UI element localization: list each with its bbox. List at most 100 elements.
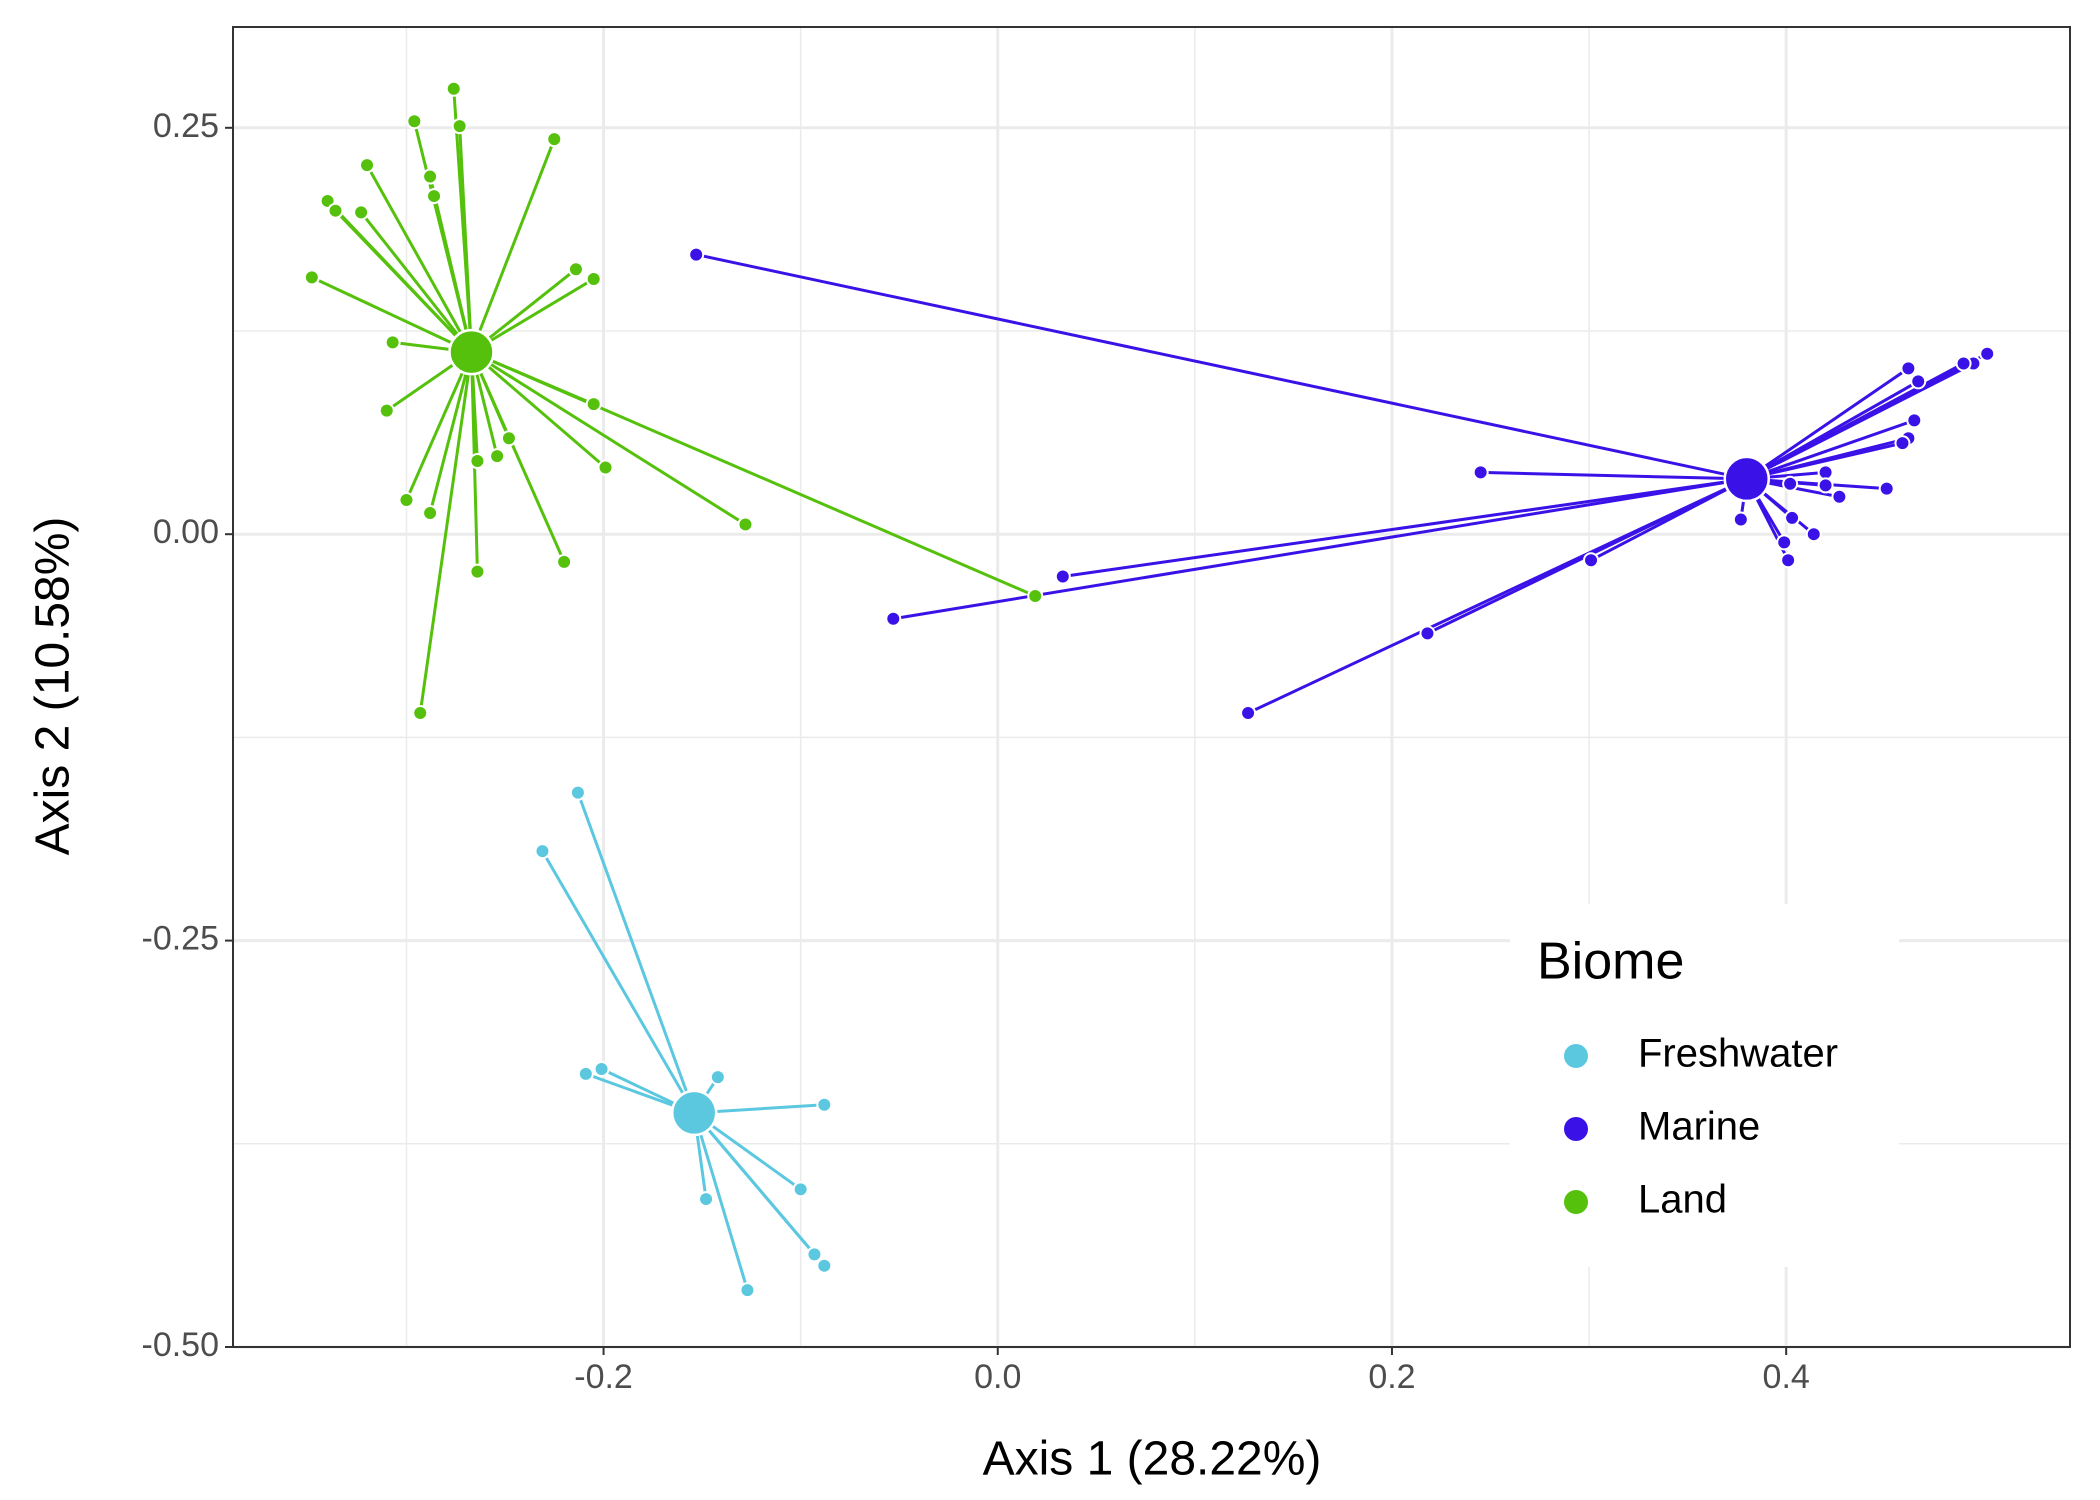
- point: [737, 516, 754, 533]
- point: [816, 1096, 833, 1113]
- point: [445, 80, 462, 97]
- point: [1776, 534, 1793, 551]
- spoke: [1746, 441, 1903, 481]
- grid: [233, 27, 2070, 1349]
- point: [1054, 568, 1071, 585]
- x-axis-title: Axis 1 (28.22%): [983, 1433, 1322, 1486]
- spoke: [418, 351, 473, 714]
- point: [1817, 477, 1834, 494]
- point: [1817, 464, 1834, 481]
- point: [500, 430, 517, 447]
- point: [1780, 552, 1797, 569]
- point: [1782, 475, 1799, 492]
- point: [303, 269, 320, 286]
- point: [569, 784, 586, 801]
- point: [1906, 412, 1923, 429]
- spoke: [365, 164, 473, 353]
- spoke: [1480, 470, 1747, 481]
- point: [816, 1257, 833, 1274]
- y-tick-label: -0.25: [142, 920, 220, 958]
- point: [556, 553, 573, 570]
- point: [1900, 360, 1917, 377]
- legend-swatch: [1564, 1117, 1588, 1141]
- point: [406, 113, 423, 130]
- centroid: [670, 1089, 718, 1137]
- point: [412, 705, 429, 722]
- spoke: [432, 195, 473, 353]
- y-axis-title: Axis 2 (10.58%): [27, 517, 80, 856]
- spoke: [405, 351, 473, 501]
- spoke: [311, 275, 473, 354]
- point: [353, 204, 370, 221]
- point: [469, 563, 486, 580]
- point: [1027, 587, 1044, 604]
- spoke: [1746, 380, 1919, 481]
- spoke: [541, 850, 696, 1114]
- point: [378, 402, 395, 419]
- legend-title: Biome: [1537, 933, 1684, 991]
- point: [585, 270, 602, 287]
- point: [593, 1061, 610, 1078]
- legend-label: Land: [1638, 1178, 1727, 1222]
- point: [709, 1069, 726, 1086]
- point: [567, 261, 584, 278]
- x-tick-label: 0.0: [974, 1358, 1021, 1396]
- x-tick-label: -0.2: [574, 1358, 633, 1396]
- spoke: [1062, 477, 1747, 578]
- point: [534, 843, 551, 860]
- legend-label: Marine: [1638, 1105, 1760, 1149]
- plot-marks: [303, 80, 1996, 1299]
- point: [451, 118, 468, 135]
- point: [398, 492, 415, 509]
- point: [359, 157, 376, 174]
- legend: Biome Freshwater Marine Land: [1510, 904, 1899, 1267]
- point: [688, 246, 705, 263]
- y-tick-label: 0.25: [153, 107, 219, 145]
- point: [1805, 526, 1822, 543]
- y-tick-label: 0.00: [153, 513, 219, 551]
- point: [1894, 435, 1911, 452]
- point: [489, 448, 506, 465]
- point: [422, 168, 439, 185]
- spoke: [470, 350, 1036, 598]
- x-tick-label: 0.2: [1368, 1358, 1415, 1396]
- legend-swatch: [1564, 1190, 1588, 1214]
- point: [327, 202, 344, 219]
- legend-label: Freshwater: [1638, 1032, 1838, 1076]
- legend-swatch: [1564, 1044, 1588, 1068]
- x-tick-label: 0.4: [1763, 1358, 1810, 1396]
- spoke: [1746, 477, 1887, 491]
- spoke: [470, 350, 607, 469]
- spoke: [334, 209, 473, 354]
- point: [1583, 552, 1600, 569]
- point: [1732, 511, 1749, 528]
- y-tick-label: -0.50: [142, 1326, 220, 1364]
- spoke: [693, 1111, 826, 1267]
- point: [1472, 464, 1489, 481]
- spoke: [695, 253, 1748, 481]
- point: [739, 1282, 756, 1299]
- spoke: [470, 277, 595, 354]
- point: [1979, 345, 1996, 362]
- point: [597, 459, 614, 476]
- spoke: [458, 126, 473, 353]
- spoke: [470, 350, 747, 526]
- spoke: [1247, 477, 1748, 715]
- point: [1910, 373, 1927, 390]
- point: [384, 334, 401, 351]
- point: [1878, 480, 1895, 497]
- point: [806, 1246, 823, 1263]
- spoke: [470, 138, 556, 353]
- point: [792, 1181, 809, 1198]
- point: [469, 453, 486, 470]
- centroid: [1723, 455, 1771, 503]
- point: [426, 188, 443, 205]
- point: [1419, 625, 1436, 642]
- point: [585, 396, 602, 413]
- spoke: [428, 351, 473, 514]
- spoke: [470, 351, 566, 563]
- point: [1955, 355, 1972, 372]
- point: [577, 1065, 594, 1082]
- spoke: [1746, 418, 1915, 481]
